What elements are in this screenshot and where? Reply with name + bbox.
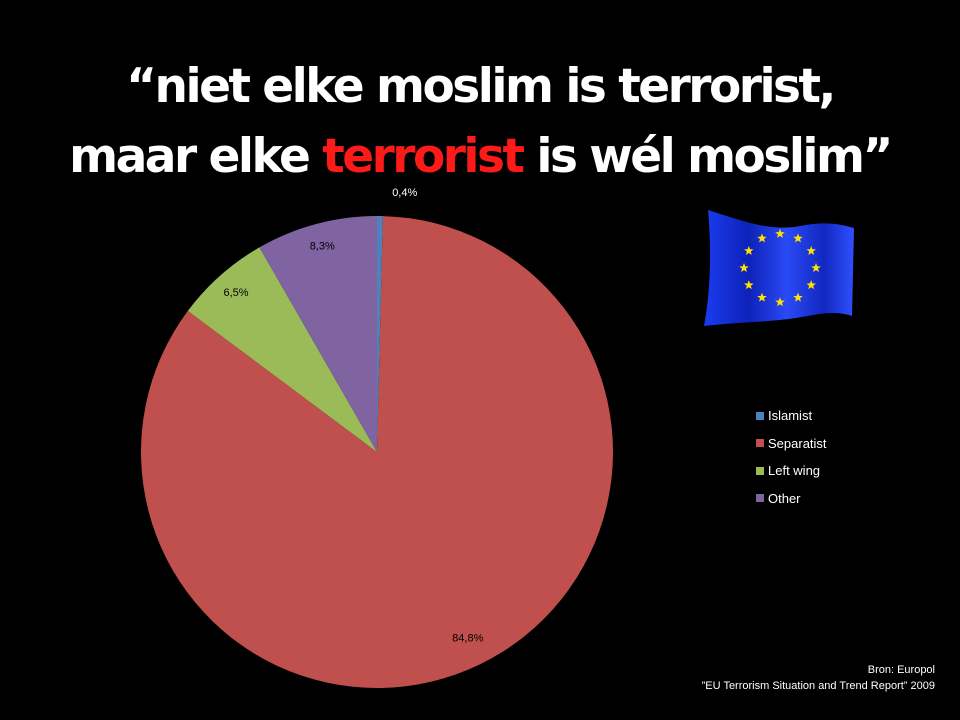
flag-cloth xyxy=(704,210,854,326)
legend-item-islamist: Islamist xyxy=(756,402,827,430)
data-label-islamist: 0,4% xyxy=(392,187,417,199)
source-line-1: Bron: Europol xyxy=(867,664,935,676)
flag-star-icon xyxy=(744,245,754,255)
legend-swatch-other xyxy=(756,494,764,503)
pie-slice-islamist xyxy=(377,216,383,452)
legend-item-separatist: Separatist xyxy=(756,430,827,458)
eu-flag-icon xyxy=(704,210,854,326)
flag-star-icon xyxy=(775,297,785,307)
legend-label-other: Other xyxy=(768,490,801,506)
pie-slice-separatist xyxy=(141,216,614,688)
flag-star-icon xyxy=(793,292,803,302)
flag-star-icon xyxy=(739,263,749,273)
flag-star-icon xyxy=(744,280,754,290)
headline-line-1: “niet elke moslim is terrorist, xyxy=(126,59,836,114)
legend-label-left-wing: Left wing xyxy=(768,463,821,479)
pie-slice-left-wing xyxy=(187,247,377,452)
headline-line-2-end: is wél moslim” xyxy=(522,129,893,184)
legend: Islamist Separatist Left wing Other xyxy=(756,402,827,512)
source-line-2: ”EU Terrorism Situation and Trend Report… xyxy=(701,680,935,692)
pie-labels: 0,4% 84,8% 6,5% 8,3% xyxy=(223,187,483,645)
headline: “niet elke moslim is terrorist, maar elk… xyxy=(0,52,960,192)
flag-star-icon xyxy=(806,280,816,290)
legend-item-other: Other xyxy=(756,485,827,513)
pie-slices xyxy=(141,216,614,688)
headline-line-2: maar elke terrorist is wél moslim” xyxy=(0,122,960,192)
flag-star-icon xyxy=(793,233,803,243)
data-label-other: 8,3% xyxy=(310,241,335,253)
headline-highlight: terrorist xyxy=(322,129,525,184)
legend-swatch-separatist xyxy=(756,439,764,448)
data-label-separatist: 84,8% xyxy=(452,633,483,645)
legend-swatch-left-wing xyxy=(756,466,764,475)
flag-star-icon xyxy=(811,263,821,273)
legend-label-islamist: Islamist xyxy=(768,408,813,424)
headline-line-2-start: maar elke xyxy=(69,129,323,184)
flag-star-icon xyxy=(806,245,816,255)
legend-swatch-islamist xyxy=(756,411,764,420)
flag-star-icon xyxy=(757,292,767,302)
legend-label-separatist: Separatist xyxy=(768,435,827,451)
source-note: Bron: Europol ”EU Terrorism Situation an… xyxy=(702,662,935,694)
flag-star-icon xyxy=(757,233,767,243)
flag-stars xyxy=(739,228,821,307)
legend-item-left-wing: Left wing xyxy=(756,457,827,485)
pie-slice-other xyxy=(259,216,377,452)
flag-star-icon xyxy=(775,228,785,238)
data-label-left-wing: 6,5% xyxy=(223,287,248,299)
